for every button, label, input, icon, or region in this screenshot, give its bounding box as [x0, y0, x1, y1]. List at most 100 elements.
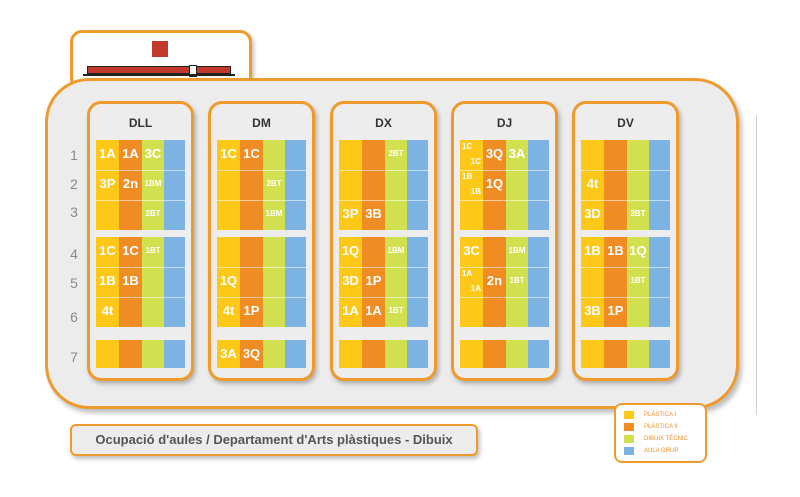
- subject-column: [581, 237, 604, 327]
- class-group-bottom: 1B: [470, 187, 481, 196]
- class-group-label: 1Q: [485, 176, 504, 191]
- row-separator: [581, 170, 670, 171]
- class-group-label: 1BM: [387, 246, 405, 255]
- period-block: [96, 340, 185, 368]
- period-block: [339, 140, 428, 230]
- subject-column: [119, 340, 142, 368]
- class-group-top: 1A: [462, 269, 473, 278]
- subject-column: [407, 140, 428, 230]
- day-title: DM: [252, 116, 271, 130]
- subject-column: [362, 340, 385, 368]
- class-group-label: 4t: [101, 303, 114, 318]
- subject-column: [385, 140, 407, 230]
- period-block: [217, 237, 306, 327]
- class-group-label: 3B: [584, 303, 601, 318]
- subject-column: [627, 237, 649, 327]
- class-group-label: 1BT: [630, 276, 646, 285]
- row-number: 3: [70, 204, 78, 220]
- day-title: DJ: [496, 116, 513, 130]
- subject-column: [240, 340, 263, 368]
- subject-column: [164, 237, 185, 327]
- class-group-label: 3C: [144, 146, 162, 161]
- building-tower-icon: [152, 41, 168, 57]
- class-group-label: 2n: [122, 176, 139, 191]
- class-group-bottom: 1C: [470, 157, 481, 166]
- row-separator: [581, 200, 670, 201]
- subject-column: [604, 340, 627, 368]
- class-group-label: 1P: [607, 303, 624, 318]
- class-group-label: 1Q: [629, 243, 647, 258]
- subject-column: [460, 237, 483, 327]
- class-group-label: 1B 1B: [460, 170, 483, 198]
- subject-column: [460, 340, 483, 368]
- subject-column: [649, 140, 670, 230]
- class-group-label: 1A: [99, 146, 116, 161]
- subject-column: [483, 340, 506, 368]
- subject-column: [285, 140, 306, 230]
- class-group-bottom: 1A: [470, 284, 481, 293]
- divider: [756, 115, 757, 415]
- subject-column: [217, 340, 240, 368]
- class-group-label: 3B: [365, 206, 382, 221]
- class-group-label: 1B: [584, 243, 601, 258]
- class-group-top: 1B: [462, 172, 473, 181]
- row-separator: [339, 267, 428, 268]
- row-separator: [217, 297, 306, 298]
- class-group-label: 3D: [342, 273, 359, 288]
- class-group-label: 1Q: [219, 273, 238, 288]
- day-title: DLL: [128, 116, 153, 130]
- subject-column: [506, 340, 528, 368]
- class-group-label: 2BT: [266, 179, 282, 188]
- subject-column: [285, 237, 306, 327]
- class-group-label: 2BT: [630, 209, 646, 218]
- row-separator: [96, 297, 185, 298]
- class-group-label: 1B: [607, 243, 624, 258]
- subject-column: [407, 340, 428, 368]
- subject-column: [339, 237, 362, 327]
- row-separator: [96, 200, 185, 201]
- period-block: [217, 140, 306, 230]
- class-group-label: 1C: [243, 146, 260, 161]
- subject-column: [649, 340, 670, 368]
- day-title: DV: [617, 116, 634, 130]
- subject-column: [407, 237, 428, 327]
- row-separator: [217, 170, 306, 171]
- subject-column: [164, 140, 185, 230]
- class-group-top: 1C: [462, 142, 473, 151]
- class-group-label: 1C 1C: [460, 140, 483, 168]
- class-group-label: 1BT: [145, 246, 161, 255]
- class-group-label: 1A 1A: [460, 267, 483, 295]
- subject-column: [627, 340, 649, 368]
- period-block: [460, 140, 549, 230]
- subject-column: [339, 340, 362, 368]
- period-block: [339, 237, 428, 327]
- legend-swatch: [624, 411, 634, 419]
- class-group-label: 2n: [486, 273, 503, 288]
- class-group-label: 1BT: [509, 276, 525, 285]
- subject-column: [96, 140, 119, 230]
- caption: Ocupació d'aules / Departament d'Arts pl…: [70, 424, 478, 456]
- subject-column: [604, 140, 627, 230]
- class-group-label: 2BT: [388, 149, 404, 158]
- class-group-label: 1Q: [341, 243, 360, 258]
- row-separator: [460, 297, 549, 298]
- class-group-label: 3Q: [242, 346, 261, 361]
- subject-column: [263, 140, 285, 230]
- class-group-label: 1A: [365, 303, 382, 318]
- legend-label: PLÀSTICA II: [644, 424, 678, 430]
- subject-column: [240, 140, 263, 230]
- day-column-dj: DJ 1C 1C 3Q 3A 1B 1B 1Q 3C 1BM 1A 1A 2n 1BT: [451, 101, 558, 381]
- class-group-label: 1BM: [265, 209, 283, 218]
- row-separator: [339, 200, 428, 201]
- legend-swatch: [624, 423, 634, 431]
- class-group-label: 1P: [365, 273, 382, 288]
- day-title: DX: [375, 116, 392, 130]
- subject-column: [96, 237, 119, 327]
- subject-column: [164, 340, 185, 368]
- subject-column: [581, 140, 604, 230]
- row-separator: [96, 267, 185, 268]
- class-group-label: 1A: [122, 146, 139, 161]
- row-separator: [217, 200, 306, 201]
- subject-column: [506, 140, 528, 230]
- legend-swatch: [624, 435, 634, 443]
